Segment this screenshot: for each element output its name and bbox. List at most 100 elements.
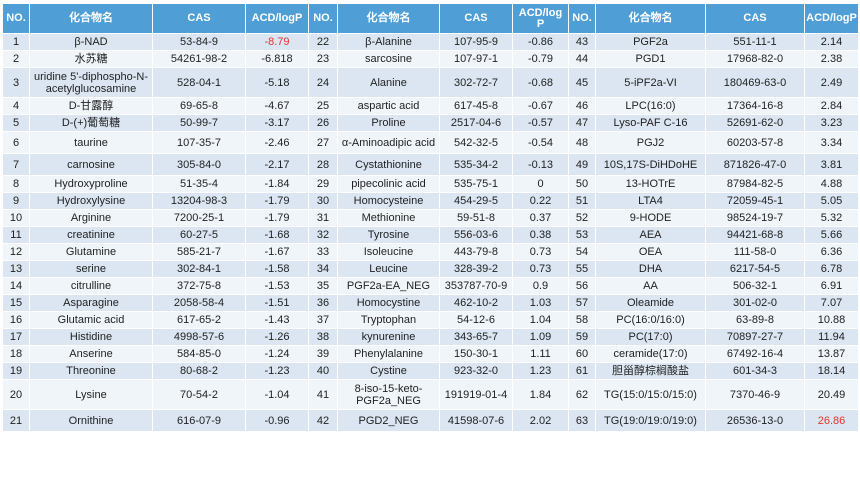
cas-number: 328-39-2: [439, 260, 513, 278]
row-no: 14: [2, 277, 30, 295]
table-row: 19 Threonine 80-68-2 -1.23 40 Cystine 923-32-0…: [2, 362, 859, 380]
compound-name: α-Aminoadipic acid: [337, 131, 440, 154]
header-no: NO.: [568, 3, 596, 34]
row-no: 59: [568, 328, 596, 346]
header-compound-name: 化合物名: [337, 3, 440, 34]
table-row: 8 Hydroxyproline 51-35-4 -1.84 29 pipecolinic…: [2, 175, 859, 193]
table-row: 16 Glutamic acid 617-65-2 -1.43 37 Tryptophan…: [2, 311, 859, 329]
row-no: 3: [2, 67, 30, 98]
cas-number: 528-04-1: [152, 67, 246, 98]
acd-logp-value: -0.68: [512, 67, 569, 98]
cas-number: 80-68-2: [152, 362, 246, 380]
header-no: NO.: [308, 3, 338, 34]
cas-number: 107-95-9: [439, 33, 513, 51]
row-no: 60: [568, 345, 596, 363]
acd-logp-value: 2.14: [804, 33, 859, 51]
row-no: 52: [568, 209, 596, 227]
acd-logp-value: 3.81: [804, 153, 859, 176]
row-no: 30: [308, 192, 338, 210]
acd-logp-value: 1.03: [512, 294, 569, 312]
cas-number: 26536-13-0: [705, 409, 805, 432]
compound-name: Tyrosine: [337, 226, 440, 244]
header-compound-name: 化合物名: [595, 3, 706, 34]
row-no: 4: [2, 97, 30, 115]
acd-logp-value: -1.67: [245, 243, 309, 261]
row-no: 17: [2, 328, 30, 346]
compound-name: sarcosine: [337, 50, 440, 68]
cas-number: 60-27-5: [152, 226, 246, 244]
acd-logp-value: 2.49: [804, 67, 859, 98]
table-row: 10 Arginine 7200-25-1 -1.79 31 Methionine 59-5…: [2, 209, 859, 227]
compound-name: uridine 5'-diphospho-N-acetylglucosamine: [29, 67, 153, 98]
cas-number: 7370-46-9: [705, 379, 805, 410]
compound-name: β-Alanine: [337, 33, 440, 51]
cas-number: 70897-27-7: [705, 328, 805, 346]
table-row: 11 creatinine 60-27-5 -1.68 32 Tyrosine 556-03…: [2, 226, 859, 244]
cas-number: 94421-68-8: [705, 226, 805, 244]
cas-number: 72059-45-1: [705, 192, 805, 210]
cas-number: 302-72-7: [439, 67, 513, 98]
cas-number: 454-29-5: [439, 192, 513, 210]
cas-number: 67492-16-4: [705, 345, 805, 363]
acd-logp-value: 1.09: [512, 328, 569, 346]
acd-logp-value: 18.14: [804, 362, 859, 380]
compound-name: Tryptophan: [337, 311, 440, 329]
compound-name: TG(15:0/15:0/15:0): [595, 379, 706, 410]
table-row: 13 serine 302-84-1 -1.58 34 Leucine 328-39-2 0.…: [2, 260, 859, 278]
compound-name: Lysine: [29, 379, 153, 410]
table-row: 14 citrulline 372-75-8 -1.53 35 PGF2a-EA_NEG 3…: [2, 277, 859, 295]
acd-logp-value: -0.96: [245, 409, 309, 432]
compound-name: DHA: [595, 260, 706, 278]
compound-name: Lyso-PAF C-16: [595, 114, 706, 132]
row-no: 27: [308, 131, 338, 154]
acd-logp-value: 0.73: [512, 243, 569, 261]
compound-name: PC(16:0/16:0): [595, 311, 706, 329]
acd-logp-value: -5.18: [245, 67, 309, 98]
compound-name: Hydroxyproline: [29, 175, 153, 193]
cas-number: 54-12-6: [439, 311, 513, 329]
compound-name: 10S,17S-DiHDoHE: [595, 153, 706, 176]
compound-name: LTA4: [595, 192, 706, 210]
acd-logp-value: 0.73: [512, 260, 569, 278]
acd-logp-value: -2.46: [245, 131, 309, 154]
cas-number: 150-30-1: [439, 345, 513, 363]
row-no: 37: [308, 311, 338, 329]
row-no: 34: [308, 260, 338, 278]
compound-name: kynurenine: [337, 328, 440, 346]
compound-name: D-(+)葡萄糖: [29, 114, 153, 132]
compound-name: ceramide(17:0): [595, 345, 706, 363]
cas-number: 107-97-1: [439, 50, 513, 68]
cas-number: 506-32-1: [705, 277, 805, 295]
acd-logp-value: -1.68: [245, 226, 309, 244]
acd-logp-value: -1.04: [245, 379, 309, 410]
row-no: 7: [2, 153, 30, 176]
compound-name: carnosine: [29, 153, 153, 176]
cas-number: 462-10-2: [439, 294, 513, 312]
row-no: 45: [568, 67, 596, 98]
compound-name: 8-iso-15-keto-PGF2a_NEG: [337, 379, 440, 410]
table-row: 21 Ornithine 616-07-9 -0.96 42 PGD2_NEG 41598-…: [2, 409, 859, 432]
acd-logp-value: 0: [512, 175, 569, 193]
row-no: 61: [568, 362, 596, 380]
cas-number: 535-75-1: [439, 175, 513, 193]
acd-logp-value: -1.79: [245, 209, 309, 227]
row-no: 58: [568, 311, 596, 329]
row-no: 55: [568, 260, 596, 278]
acd-logp-value: -0.57: [512, 114, 569, 132]
cas-number: 617-45-8: [439, 97, 513, 115]
header-no: NO.: [2, 3, 30, 34]
row-no: 13: [2, 260, 30, 278]
row-no: 22: [308, 33, 338, 51]
row-no: 26: [308, 114, 338, 132]
compound-name: PC(17:0): [595, 328, 706, 346]
table-row: 15 Asparagine 2058-58-4 -1.51 36 Homocystine 4…: [2, 294, 859, 312]
cas-number: 302-84-1: [152, 260, 246, 278]
cas-number: 923-32-0: [439, 362, 513, 380]
compound-name: Oleamide: [595, 294, 706, 312]
cas-number: 353787-70-9: [439, 277, 513, 295]
cas-number: 7200-25-1: [152, 209, 246, 227]
acd-logp-value: 6.91: [804, 277, 859, 295]
compound-name: Homocysteine: [337, 192, 440, 210]
cas-number: 87984-82-5: [705, 175, 805, 193]
row-no: 19: [2, 362, 30, 380]
